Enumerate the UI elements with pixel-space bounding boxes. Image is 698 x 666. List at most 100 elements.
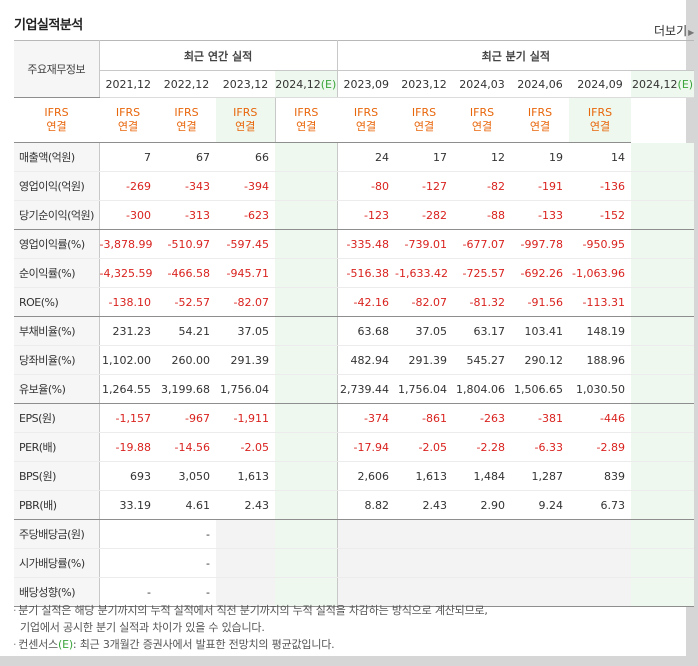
value-cell: 482.94 (337, 345, 396, 375)
value-cell: -374 (337, 403, 396, 433)
period-header: 2021,12 (99, 70, 157, 98)
value-cell: -2.05 (216, 432, 275, 462)
value-cell (631, 461, 695, 491)
value-cell: -19.88 (99, 432, 157, 462)
value-cell: 231.23 (99, 316, 157, 346)
row-label: PBR(배) (14, 490, 100, 520)
value-cell: 839 (569, 461, 632, 491)
value-cell: -80 (337, 171, 396, 201)
table-row: 순이익률(%) -4,325.59 -466.58 -945.71 -516.38 -1,… (14, 258, 695, 288)
more-link-label: 더보기 (654, 24, 688, 38)
value-cell: -861 (395, 403, 454, 433)
value-cell: -263 (453, 403, 512, 433)
value-cell: 8.82 (337, 490, 396, 520)
value-cell: -123 (337, 200, 396, 230)
value-cell: -997.78 (511, 229, 570, 259)
value-cell (275, 345, 338, 375)
basis-label: 연결 (471, 120, 493, 133)
table-row: 유보율(%) 1,264.55 3,199.68 1,756.04 2,739.44 1,… (14, 374, 695, 404)
value-cell: 54.21 (157, 316, 216, 346)
value-cell: 2.43 (395, 490, 454, 520)
value-cell (511, 519, 570, 549)
value-cell (275, 403, 338, 433)
value-cell (275, 374, 338, 404)
value-cell: -152 (569, 200, 632, 230)
table-row: 당좌비율(%) 1,102.00 260.00 291.39 482.94 291.39 5… (14, 345, 695, 375)
basis-header: IFRS 연결 (99, 97, 157, 143)
value-cell (216, 548, 275, 578)
value-cell: -1,911 (216, 403, 275, 433)
value-cell: 1,613 (395, 461, 454, 491)
value-cell: -82 (453, 171, 512, 201)
notes: · 분기 실적은 해당 분기까지의 누적 실적에서 직전 분기까지의 누적 실적을… (13, 602, 488, 653)
quarterly-group-header: 최근 분기 실적 (337, 40, 695, 71)
value-cell: - (157, 519, 216, 549)
table-row: 당기순이익(억원) -300 -313 -623 -123 -282 -88 -133 -152 (14, 200, 695, 230)
value-cell (631, 316, 695, 346)
row-label: 영업이익률(%) (14, 229, 100, 259)
value-cell: -623 (216, 200, 275, 230)
period-header: 2022,12 (157, 70, 216, 98)
value-cell (275, 142, 338, 172)
value-cell (275, 287, 338, 317)
value-cell: -2.05 (395, 432, 454, 462)
note-line: · 분기 실적은 해당 분기까지의 누적 실적에서 직전 분기까지의 누적 실적을… (13, 602, 488, 619)
value-cell: 188.96 (569, 345, 632, 375)
value-cell: -191 (511, 171, 570, 201)
basis-label: IFRS (233, 106, 258, 119)
value-cell: 1,804.06 (453, 374, 512, 404)
value-cell: -300 (99, 200, 157, 230)
basis-label: 연결 (413, 120, 435, 133)
value-cell: -282 (395, 200, 454, 230)
value-cell: 1,613 (216, 461, 275, 491)
period-header: 2024,09 (569, 70, 632, 98)
row-label: 매출액(억원) (14, 142, 100, 172)
period-header: 2023,09 (337, 70, 396, 98)
value-cell (569, 577, 632, 607)
basis-label: 연결 (117, 120, 139, 133)
value-cell: -133 (511, 200, 570, 230)
value-cell: 66 (216, 142, 275, 172)
value-cell: 2,739.44 (337, 374, 396, 404)
value-cell: -2.89 (569, 432, 632, 462)
value-cell (275, 171, 338, 201)
value-cell: -138.10 (99, 287, 157, 317)
value-cell (395, 577, 454, 607)
value-cell: 24 (337, 142, 396, 172)
value-cell: 2.90 (453, 490, 512, 520)
value-cell (337, 519, 396, 549)
value-cell: -510.97 (157, 229, 216, 259)
value-cell (569, 519, 632, 549)
basis-row: IFRS 연결 IFRS 연결 IFRS 연결 IFRS 연결 IFRS 연결 IFRS 연결 IFRS… (14, 97, 694, 143)
value-cell: 19 (511, 142, 570, 172)
value-cell: 63.17 (453, 316, 512, 346)
basis-label: 연결 (296, 120, 317, 133)
value-cell (275, 519, 338, 549)
bullet-icon: · (13, 638, 17, 651)
value-cell: 1,756.04 (395, 374, 454, 404)
value-cell: 1,030.50 (569, 374, 632, 404)
value-cell (275, 229, 338, 259)
basis-label: 연결 (589, 120, 611, 133)
value-cell (453, 577, 512, 607)
row-label: 당좌비율(%) (14, 345, 100, 375)
period-label: 2022,12 (163, 77, 210, 91)
row-label: 배당성향(%) (14, 577, 100, 607)
basis-label: IFRS (294, 106, 319, 119)
table-row: 영업이익률(%) -3,878.99 -510.97 -597.45 -335.48 -7… (14, 229, 695, 259)
row-label: BPS(원) (14, 461, 100, 491)
value-cell: -597.45 (216, 229, 275, 259)
value-cell (275, 490, 338, 520)
basis-label: IFRS (527, 106, 553, 119)
more-link[interactable]: 더보기▶ (654, 22, 694, 39)
value-cell (511, 548, 570, 578)
note-text: 기업에서 공시한 분기 실적과 차이가 있을 수 있습니다. (20, 621, 265, 634)
value-cell: -113.31 (569, 287, 632, 317)
value-cell: -950.95 (569, 229, 632, 259)
basis-label: IFRS (411, 106, 437, 119)
table-row: 매출액(억원) 7 67 66 24 17 12 19 14 (14, 142, 695, 172)
basis-label: 연결 (529, 120, 551, 133)
value-cell: -6.33 (511, 432, 570, 462)
value-cell: -343 (157, 171, 216, 201)
annual-group-header: 최근 연간 실적 (99, 40, 338, 71)
